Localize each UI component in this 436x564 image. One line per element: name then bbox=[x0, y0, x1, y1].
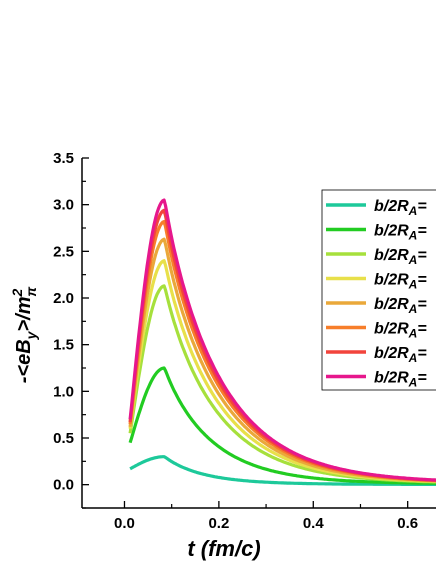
legend-label: b/2RA= bbox=[374, 198, 427, 218]
series-line bbox=[128, 198, 436, 482]
x-tick-label: 0.4 bbox=[303, 515, 325, 532]
legend-label: b/2RA= bbox=[374, 272, 427, 292]
y-tick-label: 2.0 bbox=[53, 290, 74, 307]
legend-label: b/2RA= bbox=[374, 321, 427, 341]
legend-label: b/2RA= bbox=[374, 247, 427, 267]
legend-label: b/2RA= bbox=[374, 370, 427, 390]
x-axis: 0.0 0.2 0.4 0.6 bbox=[82, 501, 436, 532]
x-tick-label: 0.0 bbox=[114, 515, 135, 532]
plot-area bbox=[128, 198, 436, 486]
y-tick-label: 0.5 bbox=[53, 430, 74, 447]
series-line bbox=[129, 455, 436, 486]
y-tick-label: 3.5 bbox=[53, 150, 74, 167]
x-axis-title: t (fm/c) bbox=[187, 536, 260, 561]
y-axis-title: -<eBy>/m2π bbox=[9, 286, 39, 384]
y-axis: 0.0 0.5 1.0 1.5 2.0 2.5 3.0 3.5 bbox=[53, 150, 89, 509]
series-line bbox=[128, 366, 436, 485]
legend-label: b/2RA= bbox=[374, 223, 427, 243]
x-tick-label: 0.2 bbox=[208, 515, 229, 532]
y-tick-label: 1.5 bbox=[53, 337, 74, 354]
legend: b/2RA= b/2RA= b/2RA= b/2RA= b/2RA= b/2RA= b/2R… bbox=[321, 189, 436, 391]
y-tick-label: 1.0 bbox=[53, 383, 74, 400]
legend-box bbox=[321, 189, 436, 391]
x-tick-label: 0.6 bbox=[397, 515, 418, 532]
legend-label: b/2RA= bbox=[374, 296, 427, 316]
y-tick-label: 2.5 bbox=[53, 243, 74, 260]
legend-label: b/2RA= bbox=[374, 345, 427, 365]
y-tick-label: 3.0 bbox=[53, 197, 74, 214]
y-tick-label: 0.0 bbox=[53, 477, 74, 494]
